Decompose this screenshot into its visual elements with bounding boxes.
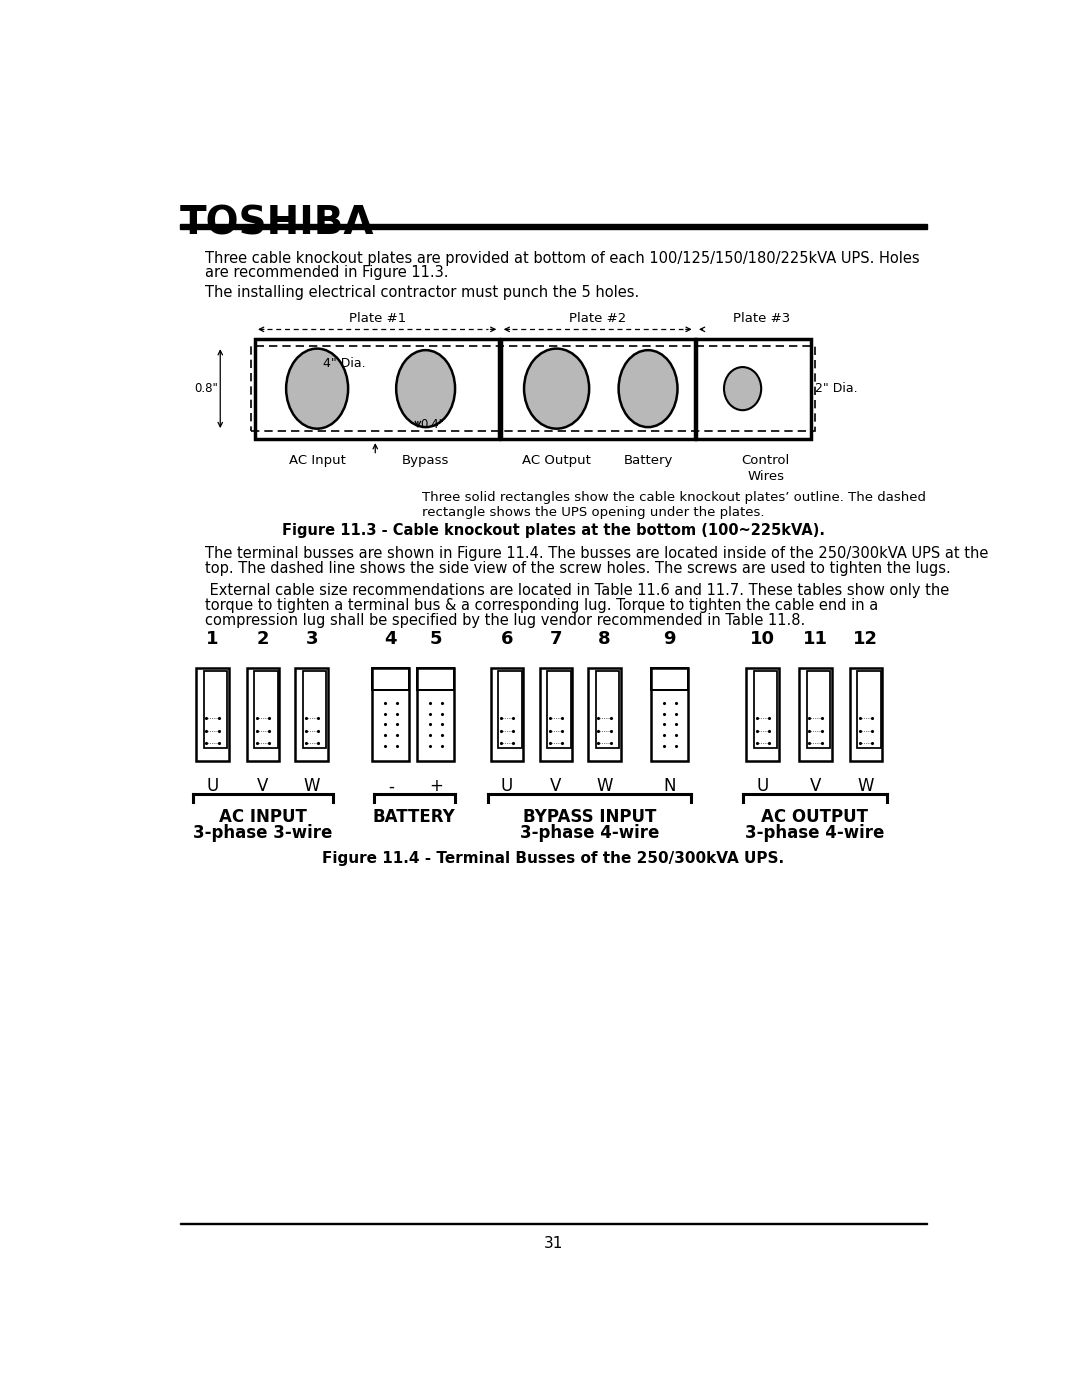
Text: The installing electrical contractor must punch the 5 holes.: The installing electrical contractor mus… [205, 285, 639, 300]
Text: W: W [858, 778, 874, 795]
Text: U: U [206, 778, 218, 795]
Text: 10: 10 [751, 630, 775, 648]
Ellipse shape [396, 351, 455, 427]
Text: W: W [596, 778, 613, 795]
Bar [417, 668, 455, 760]
Text: Battery: Battery [623, 454, 673, 467]
Bar [180, 224, 927, 229]
Text: 6: 6 [501, 630, 513, 648]
Bar [850, 668, 882, 760]
Text: TOSHIBA: TOSHIBA [180, 204, 375, 243]
Bar [197, 668, 229, 760]
Text: Bypass: Bypass [402, 454, 449, 467]
Bar [255, 338, 499, 439]
Bar [417, 668, 455, 690]
Bar [490, 668, 524, 760]
Text: U: U [501, 778, 513, 795]
Text: 1: 1 [206, 630, 219, 648]
Bar [746, 668, 779, 760]
Bar [296, 668, 328, 760]
Text: Figure 11.3 - Cable knockout plates at the bottom (100~225kVA).: Figure 11.3 - Cable knockout plates at t… [282, 524, 825, 538]
Text: 0.8": 0.8" [194, 383, 218, 395]
Text: 11: 11 [802, 630, 828, 648]
Text: V: V [257, 778, 269, 795]
Text: BATTERY: BATTERY [373, 809, 456, 826]
Bar [651, 668, 688, 690]
Bar [252, 346, 814, 432]
Bar [858, 671, 880, 749]
Bar [373, 668, 409, 760]
Text: 0.4": 0.4" [420, 418, 444, 432]
Text: AC Input: AC Input [288, 454, 346, 467]
Bar [697, 338, 811, 439]
Text: 3-phase 3-wire: 3-phase 3-wire [193, 824, 333, 841]
Bar [255, 671, 278, 749]
Text: AC OUTPUT: AC OUTPUT [761, 809, 868, 826]
Text: AC Output: AC Output [522, 454, 591, 467]
Bar [540, 668, 572, 760]
Text: AC INPUT: AC INPUT [219, 809, 307, 826]
Text: Three solid rectangles show the cable knockout plates’ outline. The dashed: Three solid rectangles show the cable kn… [422, 490, 926, 504]
Bar [807, 671, 831, 749]
Ellipse shape [286, 349, 348, 429]
Text: N: N [663, 778, 676, 795]
Text: top. The dashed line shows the side view of the screw holes. The screws are used: top. The dashed line shows the side view… [205, 562, 950, 576]
Text: 4: 4 [384, 630, 397, 648]
Text: rectangle shows the UPS opening under the plates.: rectangle shows the UPS opening under th… [422, 506, 765, 518]
Bar [303, 671, 326, 749]
Text: +: + [429, 778, 443, 795]
Text: Three cable knockout plates are provided at bottom of each 100/125/150/180/225kV: Three cable knockout plates are provided… [205, 251, 919, 265]
Bar [180, 1222, 927, 1224]
Ellipse shape [619, 351, 677, 427]
Text: 8: 8 [598, 630, 611, 648]
Text: compression lug shall be specified by the lug vendor recommended in Table 11.8.: compression lug shall be specified by th… [205, 613, 805, 627]
Text: torque to tighten a terminal bus & a corresponding lug. Torque to tighten the ca: torque to tighten a terminal bus & a cor… [205, 598, 878, 613]
Bar [246, 668, 279, 760]
Text: 3-phase 4-wire: 3-phase 4-wire [745, 824, 885, 841]
Text: W: W [303, 778, 320, 795]
Bar [548, 671, 570, 749]
Bar [799, 668, 832, 760]
Text: 12: 12 [853, 630, 878, 648]
Bar [651, 668, 688, 760]
Text: Plate #3: Plate #3 [732, 312, 789, 324]
Text: 5: 5 [430, 630, 442, 648]
Text: Plate #2: Plate #2 [569, 312, 626, 324]
Text: V: V [810, 778, 821, 795]
Text: 2: 2 [257, 630, 269, 648]
Text: Plate #1: Plate #1 [349, 312, 406, 324]
Ellipse shape [524, 349, 590, 429]
Bar [373, 668, 409, 690]
Bar [589, 668, 621, 760]
Text: V: V [550, 778, 562, 795]
Text: BYPASS INPUT: BYPASS INPUT [523, 809, 657, 826]
Text: 7: 7 [550, 630, 562, 648]
Bar [596, 671, 619, 749]
Text: 3-phase 4-wire: 3-phase 4-wire [521, 824, 660, 841]
Text: 2" Dia.: 2" Dia. [814, 383, 858, 395]
Text: U: U [757, 778, 769, 795]
Text: The terminal busses are shown in Figure 11.4. The busses are located inside of t: The terminal busses are shown in Figure … [205, 546, 988, 562]
Text: Control
Wires: Control Wires [742, 454, 789, 483]
Bar [501, 338, 694, 439]
Text: 4" Dia.: 4" Dia. [323, 358, 366, 370]
Text: -: - [388, 778, 394, 795]
Text: 9: 9 [663, 630, 676, 648]
Ellipse shape [724, 367, 761, 411]
Text: 31: 31 [544, 1236, 563, 1252]
Text: 3: 3 [306, 630, 318, 648]
Bar [204, 671, 227, 749]
Bar [754, 671, 778, 749]
Text: are recommended in Figure 11.3.: are recommended in Figure 11.3. [205, 265, 448, 281]
Text: External cable size recommendations are located in Table 11.6 and 11.7. These ta: External cable size recommendations are … [205, 584, 949, 598]
Bar [499, 671, 522, 749]
Text: Figure 11.4 - Terminal Busses of the 250/300kVA UPS.: Figure 11.4 - Terminal Busses of the 250… [323, 851, 784, 866]
